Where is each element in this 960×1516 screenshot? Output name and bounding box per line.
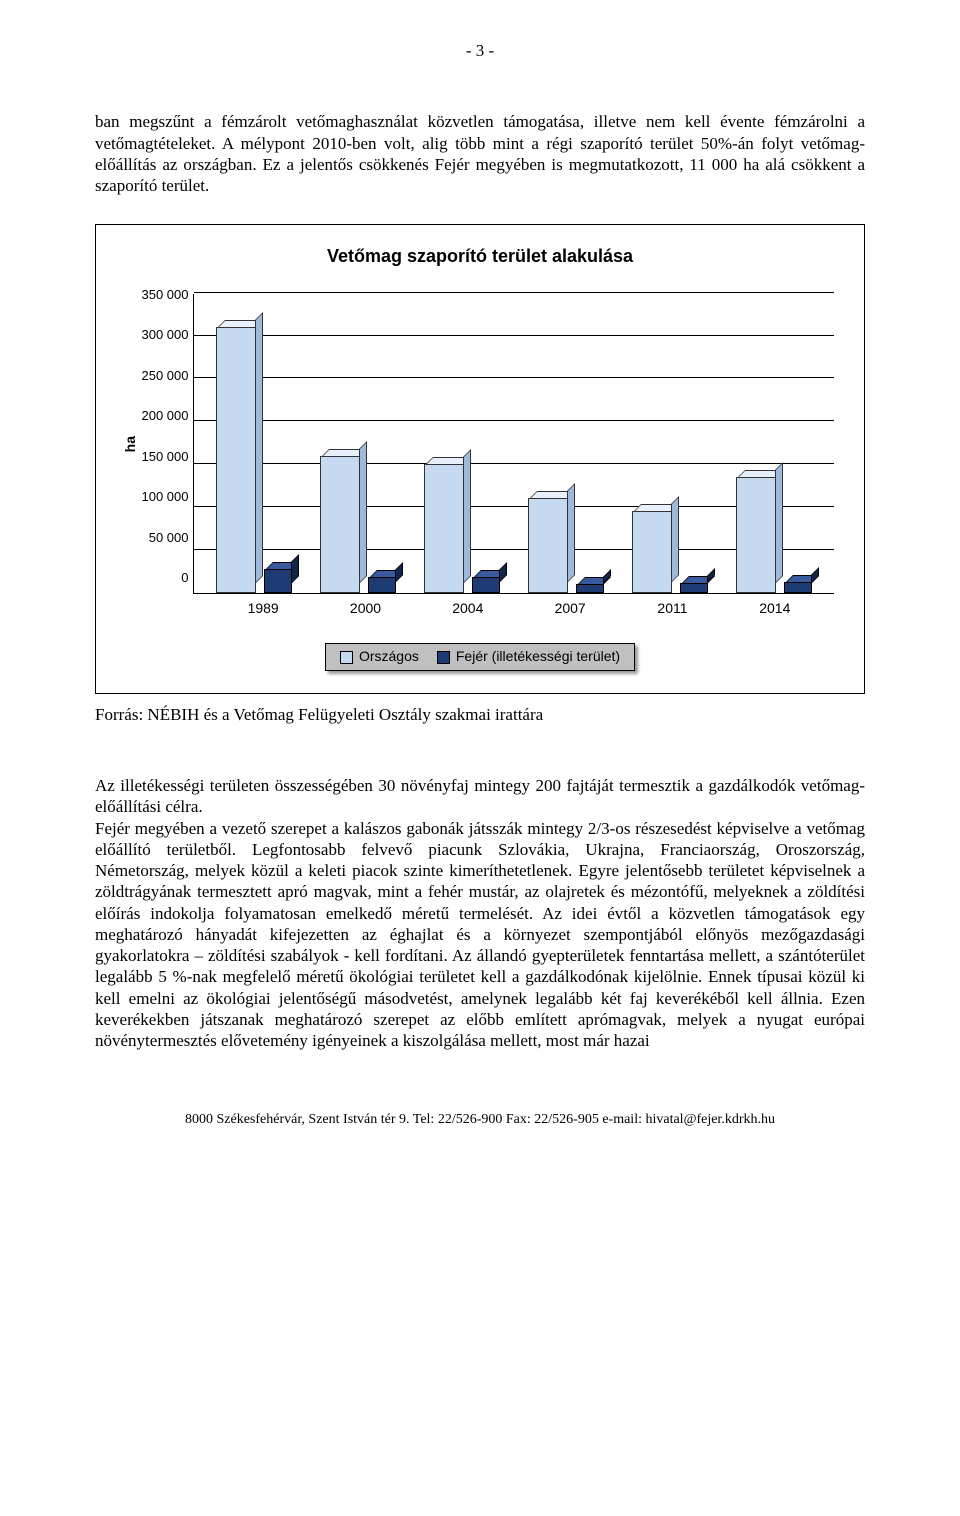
bar-fejer bbox=[784, 582, 812, 593]
y-tick: 250 000 bbox=[142, 368, 189, 384]
y-tick: 300 000 bbox=[142, 327, 189, 343]
bar-orszagos bbox=[736, 477, 776, 593]
bar-group bbox=[734, 477, 814, 593]
bar-group bbox=[214, 327, 294, 593]
paragraph-1: ban megszűnt a fémzárolt vetőmaghasznála… bbox=[95, 111, 865, 196]
bar-group bbox=[422, 464, 502, 593]
bar-fejer bbox=[368, 577, 396, 592]
paragraph-2: Az illetékességi területen összességében… bbox=[95, 775, 865, 1051]
page-number: - 3 - bbox=[95, 40, 865, 61]
bar-group bbox=[630, 511, 710, 592]
y-tick: 200 000 bbox=[142, 408, 189, 424]
chart-title: Vetőmag szaporító terület alakulása bbox=[126, 245, 834, 268]
bar-fejer bbox=[576, 584, 604, 593]
x-tick: 2014 bbox=[735, 600, 815, 618]
page-footer: 8000 Székesfehérvár, Szent István tér 9.… bbox=[95, 1111, 865, 1129]
chart-container: Vetőmag szaporító terület alakulása ha 3… bbox=[95, 224, 865, 694]
chart-area: ha 350 000300 000250 000200 000150 00010… bbox=[120, 294, 834, 594]
legend-label-a: Országos bbox=[359, 648, 419, 666]
y-tick: 100 000 bbox=[142, 489, 189, 505]
y-axis-label: ha bbox=[120, 436, 142, 452]
x-tick: 2004 bbox=[428, 600, 508, 618]
x-axis-ticks: 1989 2000 2004 2007 2011 2014 bbox=[204, 600, 834, 618]
y-axis-ticks: 350 000 300 000 250 000 200 000 150 000 100 0… bbox=[142, 287, 193, 587]
bar-fejer bbox=[264, 569, 292, 593]
gridline bbox=[194, 292, 835, 293]
bar-group bbox=[318, 456, 398, 593]
bar-fejer bbox=[680, 583, 708, 592]
bar-orszagos bbox=[632, 511, 672, 592]
legend-swatch-light bbox=[340, 651, 353, 664]
y-tick: 50 000 bbox=[149, 530, 189, 546]
legend-item-orszagos: Országos bbox=[340, 648, 419, 666]
bar-orszagos bbox=[320, 456, 360, 593]
bar-group bbox=[526, 498, 606, 592]
x-tick: 2007 bbox=[530, 600, 610, 618]
y-tick: 350 000 bbox=[142, 287, 189, 303]
legend-item-fejer: Fejér (illetékességi terület) bbox=[437, 648, 620, 666]
bar-orszagos bbox=[424, 464, 464, 593]
chart-plot bbox=[193, 294, 835, 594]
bar-fejer bbox=[472, 577, 500, 592]
legend-label-b: Fejér (illetékességi terület) bbox=[456, 648, 620, 666]
chart-source: Forrás: NÉBIH és a Vetőmag Felügyeleti O… bbox=[95, 704, 865, 725]
y-tick: 0 bbox=[181, 570, 188, 586]
bar-orszagos bbox=[528, 498, 568, 592]
x-tick: 2000 bbox=[325, 600, 405, 618]
chart-legend: Országos Fejér (illetékességi terület) bbox=[325, 643, 635, 671]
bar-orszagos bbox=[216, 327, 256, 593]
x-tick: 1989 bbox=[223, 600, 303, 618]
x-tick: 2011 bbox=[632, 600, 712, 618]
y-tick: 150 000 bbox=[142, 449, 189, 465]
legend-swatch-dark bbox=[437, 651, 450, 664]
